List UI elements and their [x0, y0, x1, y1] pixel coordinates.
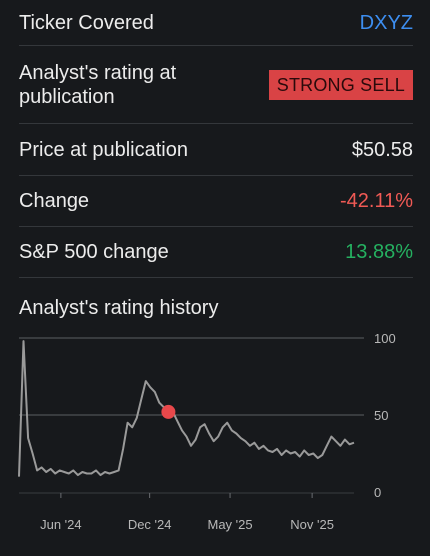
ticker-row: Ticker Covered DXYZ — [19, 0, 413, 46]
ticker-link[interactable]: DXYZ — [359, 11, 413, 34]
ticker-label: Ticker Covered — [19, 11, 154, 34]
price-row: Price at publication $50.58 — [19, 124, 413, 176]
rating-badge: STRONG SELL — [268, 69, 413, 100]
sp500-label: S&P 500 change — [19, 241, 169, 263]
y-tick-label: 100 — [374, 331, 396, 346]
sp500-value: 13.88% — [345, 241, 413, 263]
x-tick-label: Dec '24 — [128, 517, 172, 532]
y-tick-label: 50 — [374, 408, 388, 423]
change-row: Change -42.11% — [19, 176, 413, 227]
publication-marker — [161, 404, 176, 419]
rating-label: Analyst's rating at publication — [19, 61, 177, 108]
change-label: Change — [19, 190, 90, 212]
rating-history-line — [18, 340, 355, 477]
x-tick-label: Nov '25 — [290, 517, 334, 532]
price-value: $50.58 — [351, 138, 413, 161]
change-value: -42.11% — [339, 190, 413, 212]
price-label: Price at publication — [19, 138, 188, 161]
rating-row: Analyst's rating at publication STRONG S… — [19, 46, 413, 124]
rating-history-svg: 0 50 100 Jun '24 Dec '24 May '25 Nov '25 — [18, 331, 396, 532]
y-tick-label: 0 — [374, 485, 381, 500]
x-tick-label: May '25 — [207, 517, 252, 532]
x-tick-label: Jun '24 — [40, 517, 82, 532]
rating-history-chart: 0 50 100 Jun '24 Dec '24 May '25 Nov '25 — [0, 330, 430, 556]
rating-history-title: Analyst's rating history — [19, 297, 219, 319]
sp500-row: S&P 500 change 13.88% — [19, 227, 413, 278]
